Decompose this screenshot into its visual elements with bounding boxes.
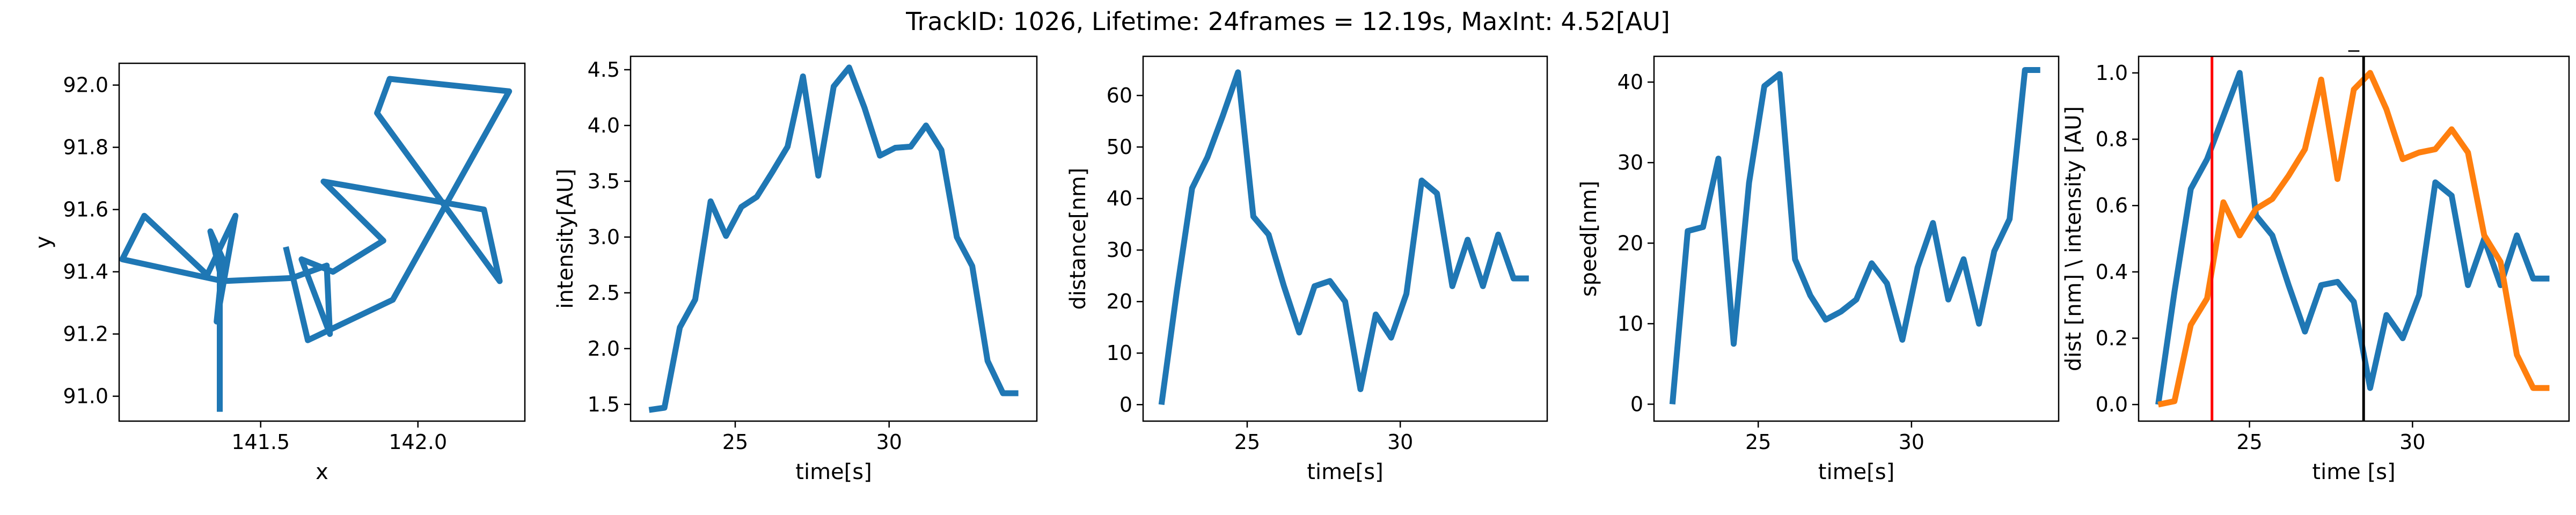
axes-layer: 141.5 142.0 91.0 91.2 91.4 91.6 91.8 92.0 x y 25 30… [31,27,2570,484]
x-tick-label: 25 [722,430,748,454]
x-tick-label: 30 [1387,430,1413,454]
y-tick-label: 20 [1618,231,1643,255]
y-tick-label: 91.2 [63,322,108,346]
y-tick-label: 10 [1618,312,1643,335]
y-tick-label: 30 [1107,238,1132,262]
y-tick-label: 92.0 [63,73,108,97]
y-axis-label: dist [nm] \ intensity [AU] [2061,106,2086,371]
y-tick-label: 91.8 [63,136,108,159]
figure-title: TrackID: 1026, Lifetime: 24frames = 12.1… [905,7,1670,36]
subplot-5: 25 30 0.0 0.2 0.4 0.6 0.8 1.0 time [s] dist [nm] … [2061,27,2570,484]
x-tick-label: 25 [2236,430,2262,454]
y-tick-label: 91.6 [63,198,108,222]
x-tick-label: 142.0 [389,430,447,454]
y-axis-label: speed[nm] [1577,181,1601,297]
y-tick-label: 1.0 [2096,61,2128,85]
x-axis-label: time[s] [1818,460,1894,484]
axes-frame [2138,55,2570,422]
series-group [2155,70,2550,408]
y-tick-label: 0.0 [2096,393,2128,416]
y-tick-label: 0.8 [2096,128,2128,151]
y-axis-label: intensity[AU] [553,168,578,308]
y-axis-label: y [31,236,56,249]
x-axis-label: time [s] [2312,460,2395,484]
y-tick-label: 40 [1618,70,1643,94]
y-tick-label: 20 [1107,290,1132,313]
y-tick-label: 0.2 [2096,326,2128,350]
subplot-3: 25 30 0 10 20 30 40 50 60 time[s] distance[nm] [1066,55,1548,484]
y-tick-label: 0.4 [2096,260,2128,284]
x-tick-label: 25 [1234,430,1260,454]
y-axis-label: distance[nm] [1066,167,1091,310]
series-line-blue [1669,67,2040,404]
y-tick-label: 2.5 [588,281,620,305]
y-tick-label: 1.5 [588,393,620,416]
axes-frame [1142,55,1548,422]
series-line-blue [119,76,513,412]
y-tick-label: 50 [1107,135,1132,159]
series-line-blue [1158,69,1529,406]
subplot-1: 141.5 142.0 91.0 91.2 91.4 91.6 91.8 92.0 x y [31,62,526,484]
x-tick-label: 30 [876,430,902,454]
x-tick-label: 30 [1899,430,1924,454]
y-tick-label: 4.0 [588,114,620,137]
y-tick-label: 2.0 [588,337,620,360]
y-tick-label: 4.5 [588,58,620,82]
axes-frame [630,55,1038,422]
subplot-title: _ [2348,27,2360,52]
y-tick-label: 3.0 [588,225,620,249]
y-tick-label: 3.5 [588,170,620,193]
x-tick-label: 30 [2399,430,2425,454]
y-tick-label: 0 [1630,392,1643,416]
subplot-4: 25 30 0 10 20 30 40 time[s] speed[nm] [1577,55,2060,484]
x-axis-label: x [316,460,328,484]
x-tick-label: 25 [1745,430,1771,454]
axes-frame [118,62,526,422]
series-group [1158,69,1529,406]
y-tick-label: 91.4 [63,260,108,284]
y-tick-label: 91.0 [63,385,108,408]
y-tick-label: 0 [1119,393,1132,416]
y-tick-label: 0.6 [2096,194,2128,217]
series-group [648,64,1019,413]
x-axis-label: time[s] [1307,460,1383,484]
y-tick-label: 60 [1107,84,1132,107]
x-axis-label: time[s] [795,460,872,484]
series-line-orange [2157,70,2550,408]
y-tick-label: 30 [1618,151,1643,174]
series-group [119,76,513,412]
y-tick-label: 10 [1107,341,1132,365]
x-tick-label: 141.5 [231,430,290,454]
series-group [1669,67,2040,404]
subplot-2: 25 30 1.5 2.0 2.5 3.0 3.5 4.0 4.5 time[s] intensit… [553,55,1038,484]
series-line-blue [648,64,1019,413]
y-tick-label: 40 [1107,187,1132,210]
axes-frame [1653,55,2060,422]
